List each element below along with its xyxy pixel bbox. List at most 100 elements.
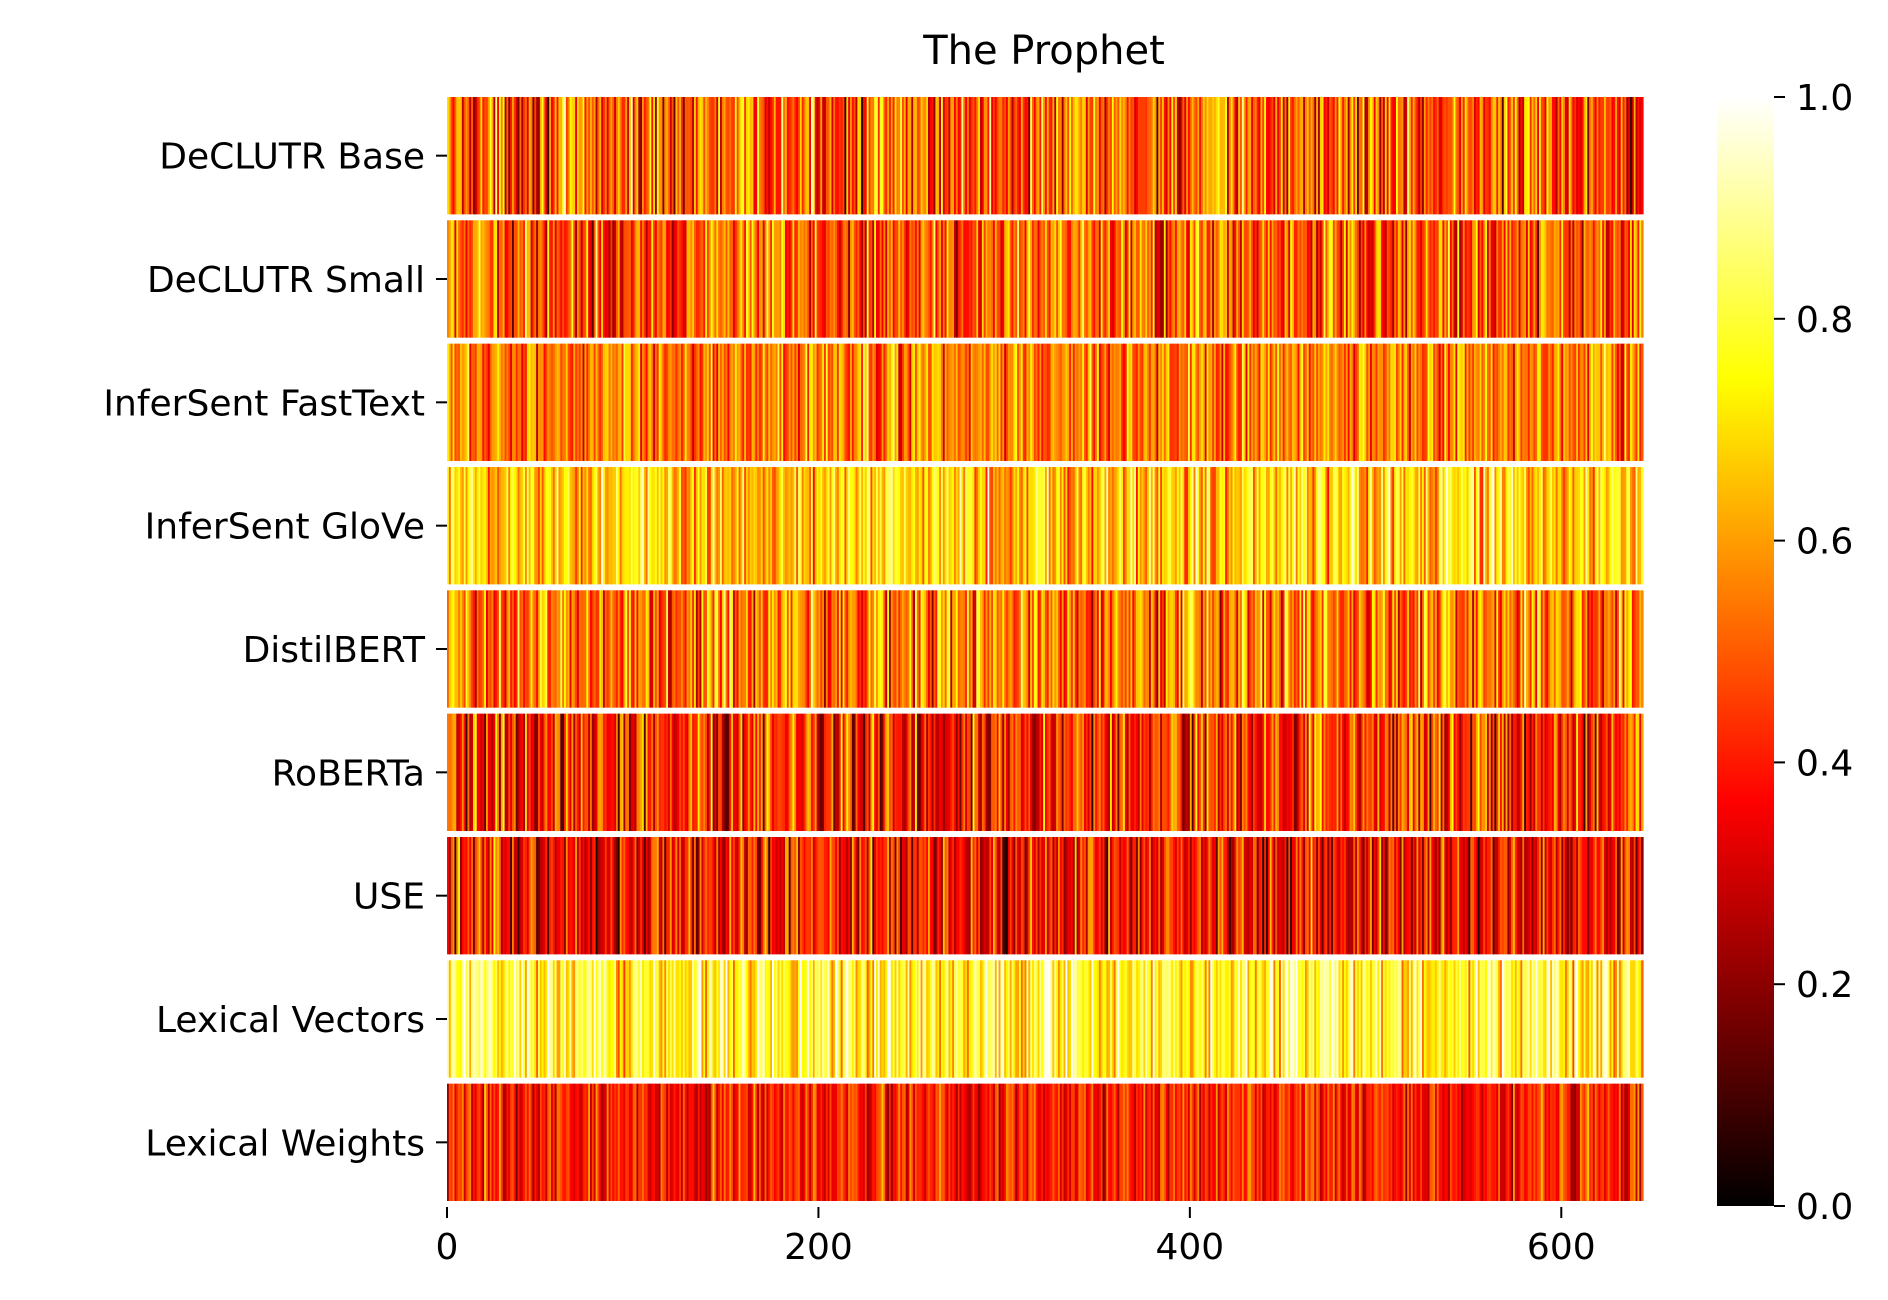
heatmap-cell: [1143, 713, 1146, 831]
heatmap-cell: [1145, 467, 1148, 585]
heatmap-cell: [458, 590, 461, 708]
heatmap-cell: [1600, 467, 1603, 585]
heatmap-cell: [825, 343, 829, 461]
heatmap-cell: [1631, 220, 1635, 338]
heatmap-cell: [1032, 837, 1035, 955]
heatmap-cell: [1076, 837, 1080, 955]
heatmap-cell: [1407, 467, 1410, 585]
heatmap-cell: [487, 220, 491, 338]
heatmap-cell: [1472, 467, 1475, 585]
heatmap-cell: [807, 97, 810, 215]
heatmap-cell: [1513, 590, 1516, 708]
heatmap-cell: [1349, 97, 1353, 215]
heatmap-cell: [1275, 343, 1278, 461]
heatmap-cell: [863, 837, 866, 955]
heatmap-cell: [786, 343, 790, 461]
heatmap-cell: [1539, 467, 1542, 585]
heatmap-cell: [944, 713, 948, 831]
heatmap-cell: [1085, 713, 1089, 831]
heatmap-cell: [1329, 97, 1332, 215]
heatmap-cell: [961, 837, 964, 955]
heatmap-cell: [857, 467, 860, 585]
heatmap-row: [447, 713, 1644, 831]
heatmap-cell: [827, 343, 831, 461]
heatmap-cell: [582, 220, 586, 338]
heatmap-cell: [614, 97, 617, 215]
heatmap-cell: [922, 960, 925, 1078]
heatmap-cell: [1180, 960, 1184, 1078]
heatmap-cell: [1249, 343, 1252, 461]
heatmap-cell: [707, 343, 710, 461]
heatmap-cell: [1323, 590, 1327, 708]
heatmap-cell: [608, 97, 612, 215]
heatmap-cell: [1219, 467, 1223, 585]
heatmap-cell: [1024, 97, 1028, 215]
heatmap-cell: [1327, 220, 1330, 338]
heatmap-cell: [1570, 467, 1574, 585]
heatmap-cell: [1002, 713, 1005, 831]
heatmap-cell: [833, 467, 836, 585]
heatmap-cell: [567, 713, 571, 831]
heatmap-cell: [753, 713, 756, 831]
heatmap-cell: [903, 837, 907, 955]
heatmap-cell: [933, 467, 937, 585]
heatmap-cell: [621, 343, 625, 461]
heatmap-cell: [1175, 590, 1178, 708]
heatmap-cell: [1399, 590, 1403, 708]
heatmap-cell: [634, 97, 638, 215]
heatmap-cell: [1481, 590, 1484, 708]
heatmap-cell: [1195, 343, 1198, 461]
heatmap-cell: [668, 343, 671, 461]
heatmap-cell: [762, 467, 766, 585]
heatmap-cell: [1591, 97, 1594, 215]
heatmap-cell: [679, 960, 682, 1078]
heatmap-cell: [1002, 97, 1005, 215]
heatmap-cell: [1557, 713, 1561, 831]
heatmap-cell: [1280, 220, 1284, 338]
heatmap-cell: [1058, 343, 1061, 461]
heatmap-cell: [1048, 960, 1052, 1078]
heatmap-cell: [794, 960, 797, 1078]
heatmap-cell: [1617, 467, 1620, 585]
heatmap-cell: [541, 713, 545, 831]
heatmap-cell: [662, 467, 665, 585]
heatmap-cell: [543, 960, 547, 1078]
heatmap-cell: [861, 343, 864, 461]
heatmap-cell: [1071, 837, 1074, 955]
heatmap-cell: [954, 713, 957, 831]
heatmap-cell: [976, 343, 979, 461]
heatmap-cell: [1578, 467, 1581, 585]
heatmap-cell: [610, 713, 613, 831]
heatmap-cell: [996, 467, 1000, 585]
heatmap-cell: [614, 960, 617, 1078]
heatmap-cell: [1635, 837, 1639, 955]
heatmap-cell: [957, 467, 961, 585]
heatmap-cell: [1282, 97, 1286, 215]
heatmap-cell: [554, 960, 558, 1078]
heatmap-cell: [616, 343, 619, 461]
heatmap-cell: [1037, 960, 1041, 1078]
heatmap-cell: [595, 837, 599, 955]
heatmap-cell: [829, 960, 833, 1078]
heatmap-cell: [1280, 467, 1284, 585]
heatmap-cell: [1377, 97, 1380, 215]
heatmap-cell: [1362, 97, 1366, 215]
heatmap-cell: [902, 97, 905, 215]
heatmap-cell: [959, 220, 963, 338]
heatmap-cell: [1425, 590, 1429, 708]
heatmap-cell: [1529, 97, 1533, 215]
heatmap-cell: [1327, 960, 1330, 1078]
heatmap-cell: [1357, 220, 1360, 338]
heatmap-cell: [736, 960, 740, 1078]
heatmap-cell: [645, 590, 649, 708]
heatmap-cell: [604, 97, 608, 215]
heatmap-cell: [853, 960, 857, 1078]
heatmap-cell: [998, 467, 1002, 585]
heatmap-cell: [1513, 713, 1516, 831]
heatmap-cell: [883, 837, 886, 955]
heatmap-cell: [1082, 960, 1085, 1078]
heatmap-cell: [584, 837, 587, 955]
heatmap-cell: [1227, 590, 1230, 708]
heatmap-cell: [653, 713, 656, 831]
heatmap-cell: [1295, 343, 1299, 461]
